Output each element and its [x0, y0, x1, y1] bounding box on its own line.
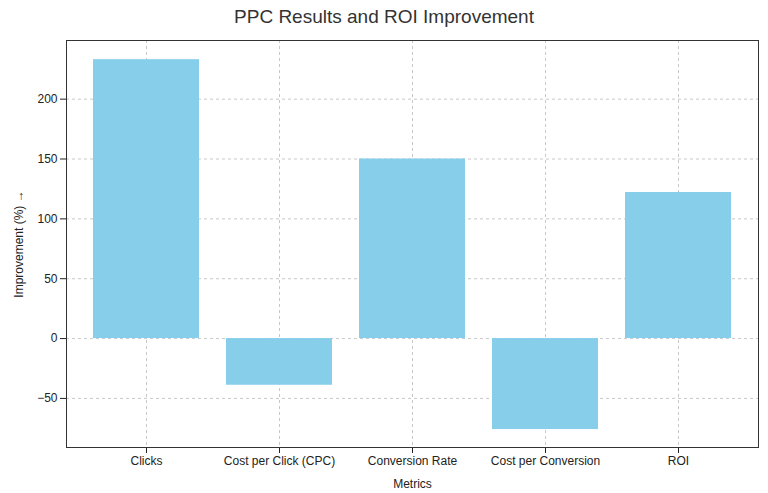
svg-text:100: 100 [37, 212, 57, 226]
svg-text:Cost per Click (CPC): Cost per Click (CPC) [224, 454, 335, 468]
svg-text:ROI: ROI [668, 454, 689, 468]
svg-text:0: 0 [51, 331, 58, 345]
svg-text:Improvement (%) →: Improvement (%) → [12, 190, 26, 297]
svg-text:150: 150 [37, 152, 57, 166]
svg-text:−50: −50 [37, 391, 58, 405]
svg-text:200: 200 [37, 92, 57, 106]
svg-text:Metrics: Metrics [393, 477, 432, 491]
svg-text:50: 50 [44, 272, 58, 286]
svg-text:Conversion Rate: Conversion Rate [368, 454, 458, 468]
svg-text:Cost per Conversion: Cost per Conversion [491, 454, 600, 468]
svg-text:Clicks: Clicks [131, 454, 163, 468]
html-text:PPC Results and ROI Improvemen: PPC Results and ROI Improvement [234, 6, 534, 27]
